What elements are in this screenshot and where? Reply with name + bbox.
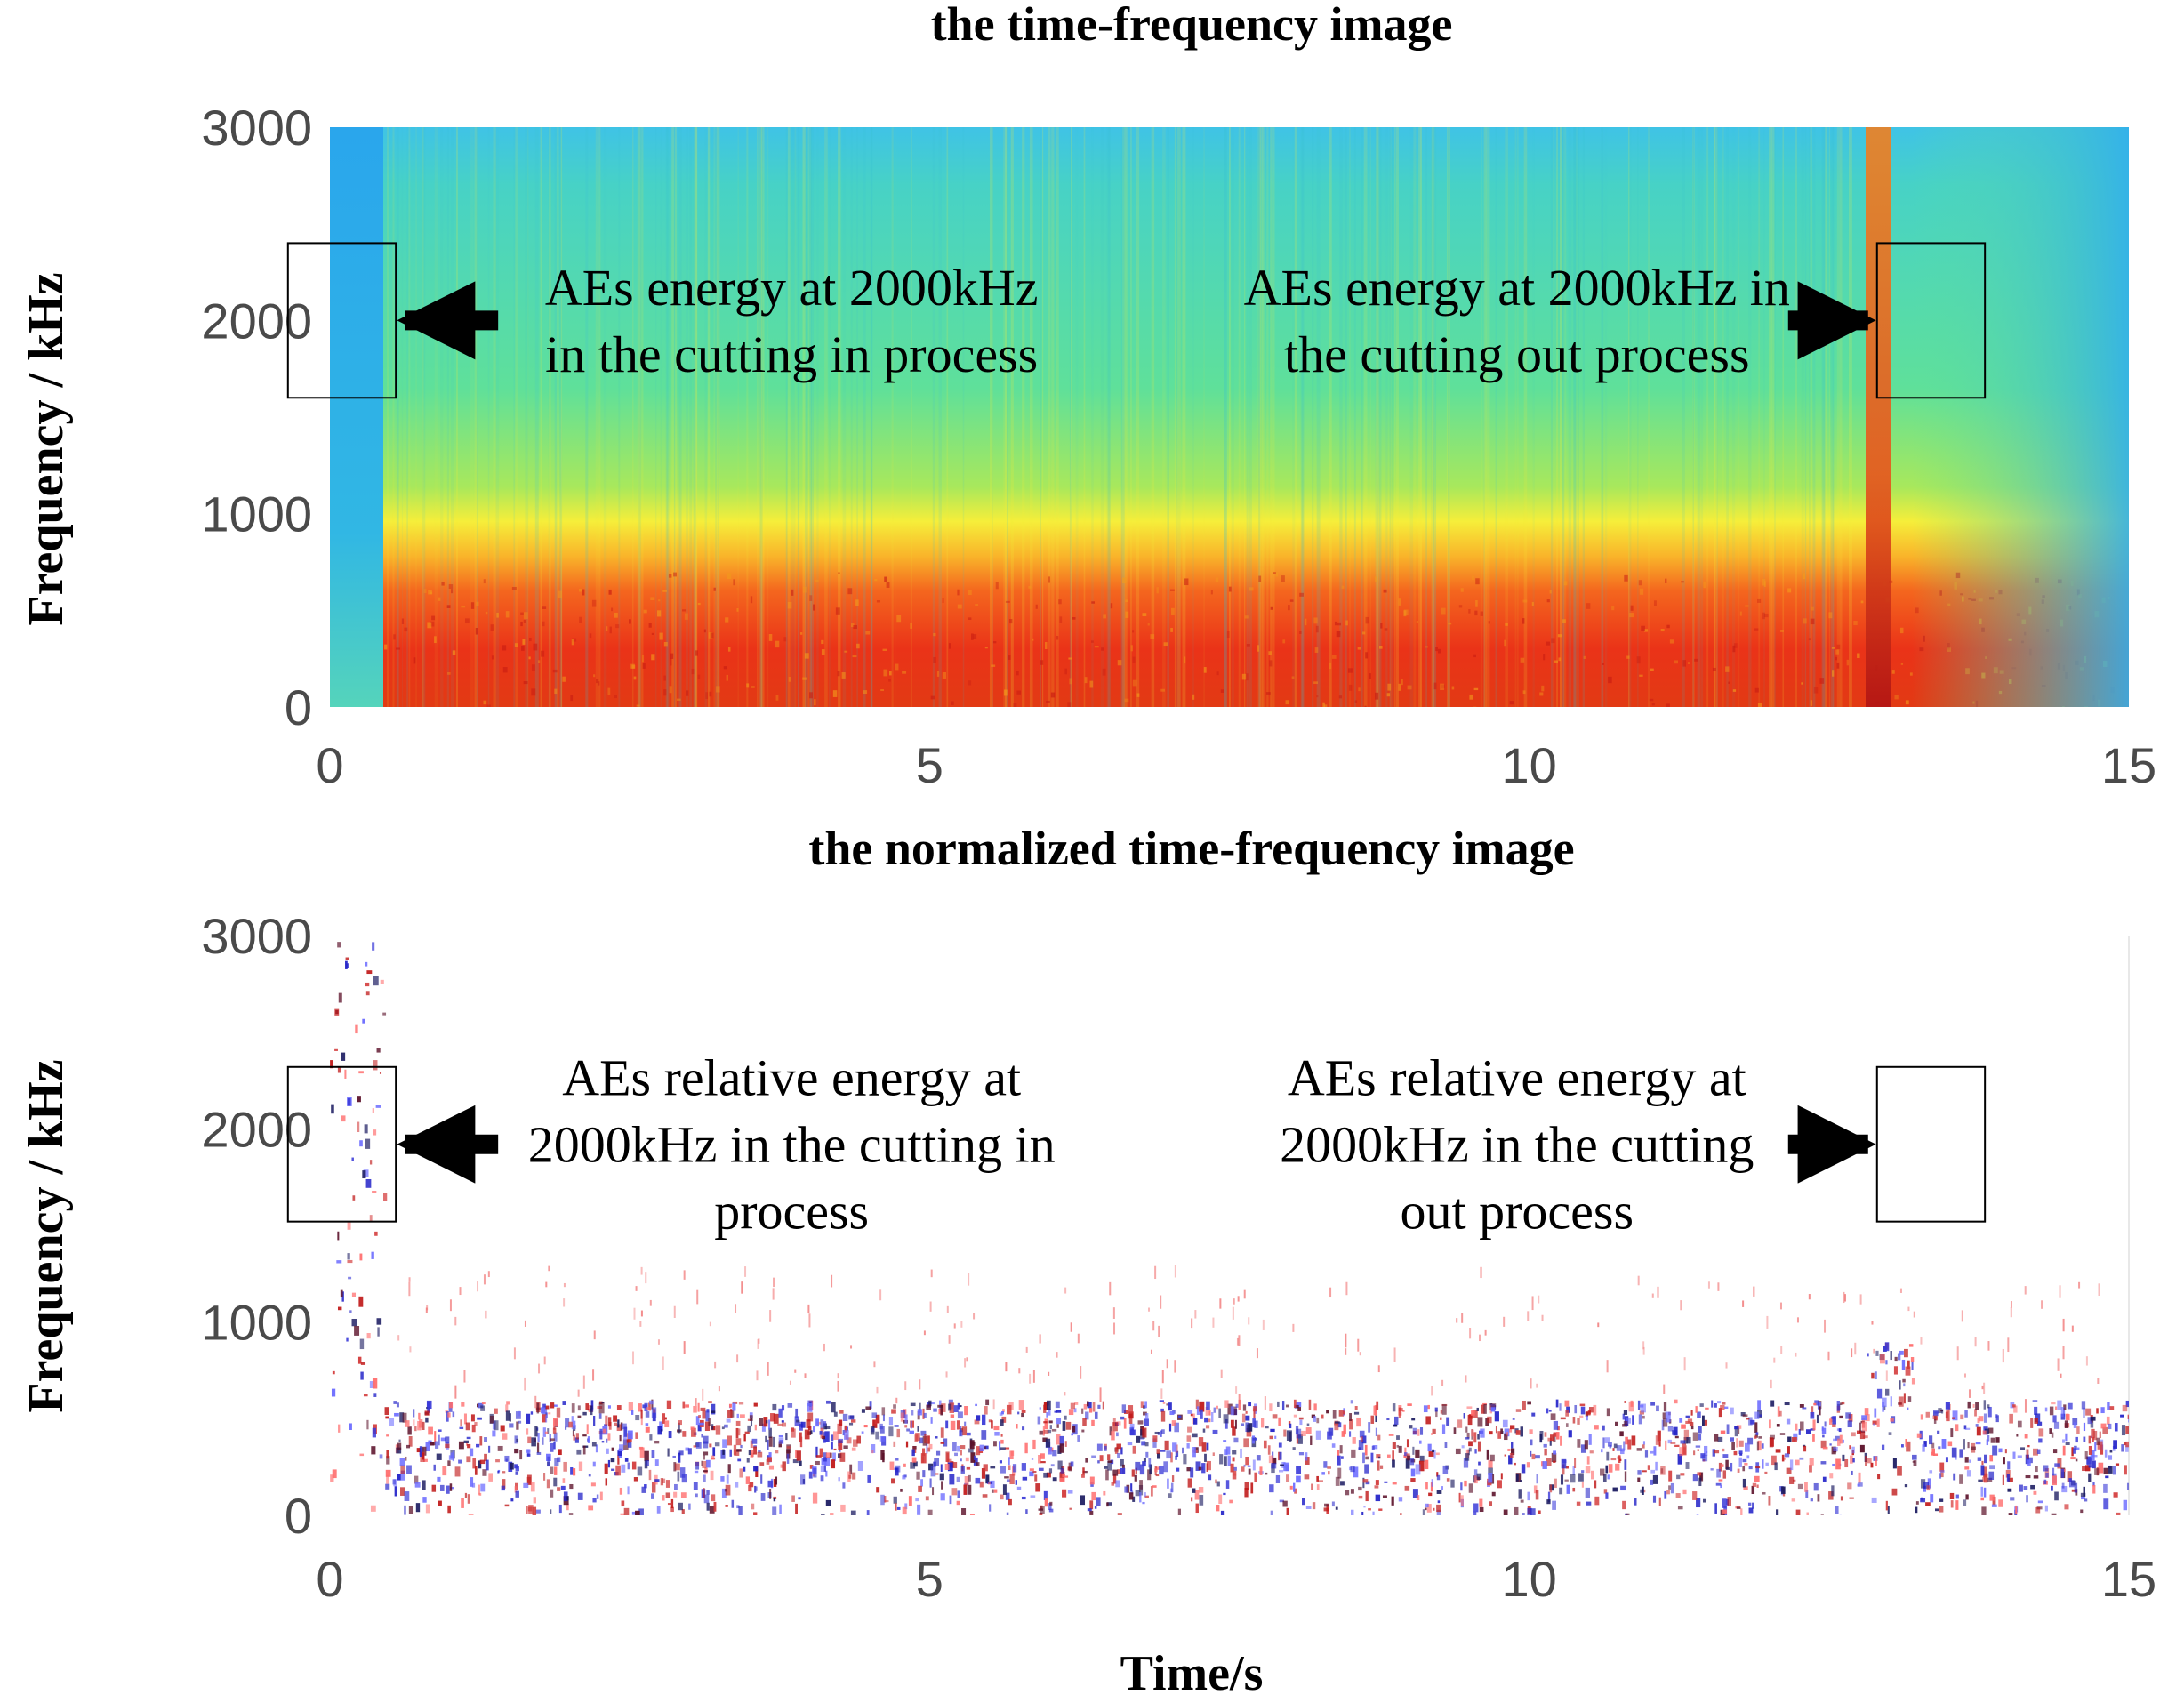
annotation-text-line: 2000kHz in the cutting [1280, 1116, 1754, 1174]
top-y-axis-label: Frequency / kHz [19, 272, 74, 625]
x-tick-label: 0 [316, 737, 343, 793]
annotation-box [286, 1065, 397, 1223]
top-spectrogram-base [330, 127, 2129, 707]
annotation-text-line: AEs energy at 2000kHz [545, 259, 1039, 317]
x-axis-label: Time/s [1120, 1646, 1264, 1701]
top-cold-region [330, 127, 383, 707]
top-x-ticks: 0 5 10 15 [316, 737, 2156, 793]
y-tick-label: 0 [285, 679, 312, 735]
top-annotations: AEs energy at 2000kHz in the cutting in p… [286, 242, 1987, 399]
bottom-title: the normalized time-frequency image [808, 822, 1574, 875]
y-tick-label: 1000 [201, 1295, 312, 1351]
bottom-annotations: AEs relative energy at 2000kHz in the cut… [286, 1049, 1987, 1241]
top-title: the time-frequency image [931, 0, 1453, 51]
y-tick-label: 2000 [201, 1101, 312, 1157]
bottom-y-ticks: 0 1000 2000 3000 [201, 908, 312, 1544]
top-tail-fade [1912, 127, 2129, 707]
x-tick-label: 10 [1502, 737, 1557, 793]
top-panel: the time-frequency image Frequency / kHz… [19, 0, 2156, 793]
x-tick-label: 10 [1502, 1551, 1557, 1607]
annotation-text-line: 2000kHz in the cutting in [528, 1116, 1056, 1174]
annotation-box [1875, 242, 1987, 399]
x-tick-label: 0 [316, 1551, 343, 1607]
bottom-y-axis-label: Frequency / kHz [19, 1059, 74, 1412]
annotation-box [1875, 1065, 1987, 1223]
bottom-panel: the normalized time-frequency image Freq… [19, 822, 2156, 1701]
y-tick-label: 3000 [201, 100, 312, 156]
annotation-text-line: out process [1400, 1183, 1634, 1241]
annotation-text-line: the cutting out process [1284, 325, 1750, 383]
annotation-text-line: process [714, 1183, 869, 1241]
bottom-x-ticks: 0 5 10 15 [316, 1551, 2156, 1607]
y-tick-label: 3000 [201, 908, 312, 964]
x-tick-label: 15 [2101, 737, 2156, 793]
annotation-text-line: AEs relative energy at [1288, 1049, 1746, 1107]
x-tick-label: 15 [2101, 1551, 2156, 1607]
top-noise-stripes [384, 127, 2115, 707]
x-tick-label: 5 [916, 737, 943, 793]
y-tick-label: 0 [285, 1488, 312, 1544]
annotation-text-line: in the cutting in process [545, 325, 1038, 383]
y-tick-label: 2000 [201, 293, 312, 349]
annotation-text-line: AEs energy at 2000kHz in [1244, 259, 1790, 317]
y-tick-label: 1000 [201, 486, 312, 542]
bottom-normalized-noise [330, 942, 2129, 1515]
top-y-ticks: 0 1000 2000 3000 [201, 100, 312, 735]
annotation-box [286, 242, 397, 399]
x-tick-label: 5 [916, 1551, 943, 1607]
annotation-text-line: AEs relative energy at [562, 1049, 1021, 1107]
top-cutting-out-burst [1866, 127, 1891, 707]
